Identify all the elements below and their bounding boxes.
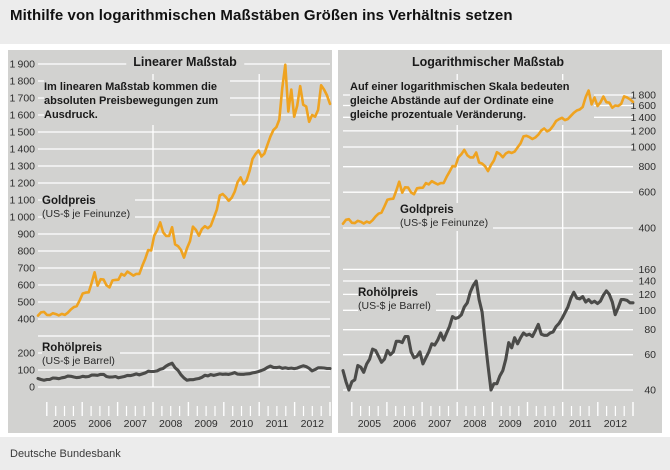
gold-series-label-log: Goldpreis (US-$ je Feinunze) xyxy=(400,203,494,231)
y-axis-label: 1 500 xyxy=(10,127,36,139)
source-label: Deutsche Bundesbank xyxy=(10,448,121,460)
y-axis-label: 800 xyxy=(17,246,35,258)
y-axis-label: 1 300 xyxy=(10,161,36,173)
x-axis-label: 2007 xyxy=(428,418,452,430)
y-axis-label: 1 400 xyxy=(631,112,657,124)
y-axis-label: 1 900 xyxy=(10,59,36,71)
gold-series-label-linear: Goldpreis (US-$ je Feinunze) xyxy=(42,194,136,222)
x-axis-label: 2011 xyxy=(266,418,289,430)
x-axis-label: 2011 xyxy=(569,418,592,430)
y-axis-label: 1 600 xyxy=(631,100,657,112)
y-axis-label: 1 400 xyxy=(10,144,36,156)
oil-series-label-linear: Rohölpreis (US-$ je Barrel) xyxy=(42,341,120,369)
y-axis-label: 400 xyxy=(638,223,656,235)
gold-series-name: Goldpreis xyxy=(42,195,96,207)
y-axis-label: 1 800 xyxy=(10,76,36,88)
annotation-log: Auf einer logarithmischen Skala bedeuten… xyxy=(350,80,594,125)
y-axis-label: 1 200 xyxy=(631,125,657,137)
y-axis-label: 40 xyxy=(644,385,656,397)
y-axis-label: 100 xyxy=(638,305,656,317)
panel-title-linear: Linearer Maßstab xyxy=(126,55,244,69)
x-axis-label: 2009 xyxy=(194,418,218,430)
oil-series-name: Rohölpreis xyxy=(358,287,419,299)
y-axis-label: 120 xyxy=(638,289,656,301)
x-axis-label: 2010 xyxy=(533,418,557,430)
y-axis-label: 1 700 xyxy=(10,93,36,105)
x-axis-label: 2012 xyxy=(604,418,628,430)
y-axis-label: 60 xyxy=(644,349,656,361)
gold-series-unit: (US-$ je Feinunze) xyxy=(400,217,489,229)
oil-series-label-log: Rohölpreis (US-$ je Barrel) xyxy=(358,286,436,314)
panel-linear: 2005 2006 2007 2008 2009 2010 2011 2012 0 100 200 4… xyxy=(8,50,332,433)
y-axis-label: 900 xyxy=(17,229,35,241)
y-axis-label: 400 xyxy=(17,314,35,326)
x-axis-label: 2010 xyxy=(230,418,254,430)
y-axis-label: 1 800 xyxy=(631,90,657,102)
y-axis-label: 140 xyxy=(638,276,656,288)
oil-series-unit: (US-$ je Barrel) xyxy=(42,355,115,367)
panel-title-log: Logarithmischer Maßstab xyxy=(404,55,572,69)
y-axis-label: 1 200 xyxy=(10,178,36,190)
y-axis-label: 600 xyxy=(638,187,656,199)
x-axis-label: 2008 xyxy=(159,418,183,430)
chart-frame: 2005 2006 2007 2008 2009 2010 2011 2012 0 100 200 4… xyxy=(0,44,670,437)
x-axis-label: 2009 xyxy=(498,418,522,430)
page-title: Mithilfe von logarithmischen Maßstäben G… xyxy=(10,7,513,24)
x-axis-label: 2006 xyxy=(88,418,112,430)
y-axis-label: 160 xyxy=(638,264,656,276)
gold-series-name: Goldpreis xyxy=(400,204,454,216)
oil-series-unit: (US-$ je Barrel) xyxy=(358,300,431,312)
x-axis-label: 2012 xyxy=(301,418,325,430)
y-axis-label: 1 000 xyxy=(10,212,36,224)
oil-series-name: Rohölpreis xyxy=(42,342,103,354)
x-axis-label: 2005 xyxy=(53,418,77,430)
annotation-linear: Im linearen Maßstab kommen die absoluten… xyxy=(44,80,230,125)
y-axis-label: 1 000 xyxy=(631,142,657,154)
y-axis-label: 200 xyxy=(17,348,35,360)
y-axis-label: 1 600 xyxy=(10,110,36,122)
y-axis-label: 700 xyxy=(17,263,35,275)
x-axis-label: 2005 xyxy=(358,418,382,430)
y-axis-label: 100 xyxy=(17,365,35,377)
x-axis-label: 2006 xyxy=(393,418,417,430)
y-axis-label: 500 xyxy=(17,297,35,309)
y-axis-label: 600 xyxy=(17,280,35,292)
y-axis-label: 80 xyxy=(644,324,656,336)
x-axis-label: 2008 xyxy=(463,418,487,430)
y-axis-label: 0 xyxy=(29,382,35,394)
x-axis-label: 2007 xyxy=(124,418,148,430)
y-axis-label: 1 100 xyxy=(10,195,36,207)
panel-log: 2005 2006 2007 2008 2009 2010 2011 2012 400 600 80… xyxy=(338,50,662,433)
gold-series-unit: (US-$ je Feinunze) xyxy=(42,208,131,220)
y-axis-label: 800 xyxy=(638,161,656,173)
